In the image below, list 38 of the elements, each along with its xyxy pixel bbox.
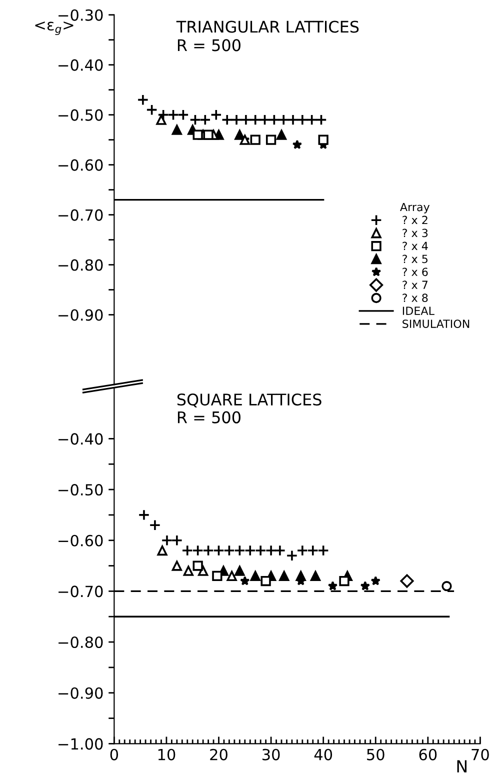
y-tick-label: −0.80 bbox=[58, 636, 103, 648]
y-tick-label: −0.90 bbox=[58, 309, 103, 321]
y-tick-label: −0.50 bbox=[58, 484, 103, 496]
x-tick-label: 40 bbox=[314, 748, 332, 760]
legend-label: ? x 2 bbox=[402, 216, 428, 224]
legend-label: SIMULATION bbox=[402, 320, 470, 328]
x-axis-title: N bbox=[457, 760, 466, 772]
y-tick-label: −0.50 bbox=[58, 109, 103, 121]
chart-title: SQUARE LATTICES bbox=[177, 393, 322, 408]
legend-label: ? x 7 bbox=[402, 280, 428, 289]
x-tick-label: 20 bbox=[210, 748, 228, 760]
text: R = 500 bbox=[178, 39, 240, 52]
y-tick-label: −0.40 bbox=[58, 59, 103, 71]
legend-label: IDEAL bbox=[402, 306, 434, 315]
y-tick-label: −0.60 bbox=[58, 159, 103, 171]
legend-label: ? x 5 bbox=[402, 254, 428, 264]
x-tick-label: 10 bbox=[158, 748, 176, 760]
legend-title: Array bbox=[400, 202, 430, 214]
y-tick-label: −0.40 bbox=[58, 433, 103, 445]
y-axis-title: <ε$_{g}$> bbox=[35, 21, 74, 36]
x-tick-label: 0 bbox=[110, 748, 118, 760]
y-tick-label: −0.30 bbox=[58, 9, 103, 21]
y-tick-label: −0.60 bbox=[58, 534, 103, 546]
x-tick-label: 30 bbox=[262, 748, 280, 760]
y-tick-label: −0.70 bbox=[58, 209, 103, 221]
x-tick-label: 60 bbox=[419, 748, 437, 760]
legend-label: ? x 4 bbox=[402, 242, 428, 250]
y-tick-label: −0.90 bbox=[58, 687, 103, 699]
legend-label: ? x 6 bbox=[402, 268, 428, 276]
y-tick-label: −1.00 bbox=[58, 738, 103, 750]
legend-label: ? x 3 bbox=[402, 228, 428, 238]
y-tick-label: −0.70 bbox=[58, 586, 103, 598]
chart-title: TRIANGULAR LATTICES bbox=[176, 20, 359, 33]
x-tick-label: 50 bbox=[367, 748, 384, 760]
text: R = 500 bbox=[178, 411, 240, 424]
x-tick-label: 70 bbox=[472, 748, 489, 760]
y-tick-label: −0.80 bbox=[58, 259, 103, 271]
legend-label: ? x 8 bbox=[402, 294, 428, 302]
